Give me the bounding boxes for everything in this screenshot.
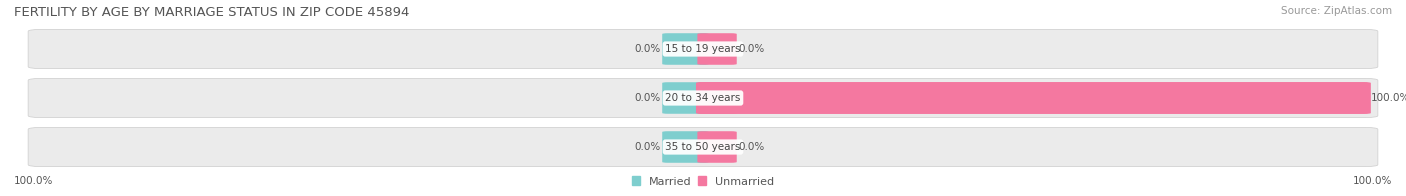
FancyBboxPatch shape [28, 127, 1378, 167]
Text: 100.0%: 100.0% [1353, 176, 1392, 186]
Legend: Married, Unmarried: Married, Unmarried [631, 176, 775, 187]
FancyBboxPatch shape [697, 131, 737, 163]
FancyBboxPatch shape [662, 33, 709, 65]
Text: 0.0%: 0.0% [738, 44, 765, 54]
Text: 100.0%: 100.0% [14, 176, 53, 186]
FancyBboxPatch shape [697, 33, 737, 65]
Text: 0.0%: 0.0% [634, 142, 661, 152]
Text: 20 to 34 years: 20 to 34 years [665, 93, 741, 103]
Text: FERTILITY BY AGE BY MARRIAGE STATUS IN ZIP CODE 45894: FERTILITY BY AGE BY MARRIAGE STATUS IN Z… [14, 6, 409, 19]
FancyBboxPatch shape [28, 29, 1378, 69]
FancyBboxPatch shape [696, 82, 1371, 114]
Text: 0.0%: 0.0% [738, 142, 765, 152]
Text: 15 to 19 years: 15 to 19 years [665, 44, 741, 54]
Text: 35 to 50 years: 35 to 50 years [665, 142, 741, 152]
FancyBboxPatch shape [697, 82, 737, 114]
FancyBboxPatch shape [662, 82, 709, 114]
FancyBboxPatch shape [28, 78, 1378, 118]
Text: 0.0%: 0.0% [634, 93, 661, 103]
Text: Source: ZipAtlas.com: Source: ZipAtlas.com [1281, 6, 1392, 16]
FancyBboxPatch shape [662, 131, 709, 163]
Text: 100.0%: 100.0% [1371, 93, 1406, 103]
Text: 0.0%: 0.0% [634, 44, 661, 54]
